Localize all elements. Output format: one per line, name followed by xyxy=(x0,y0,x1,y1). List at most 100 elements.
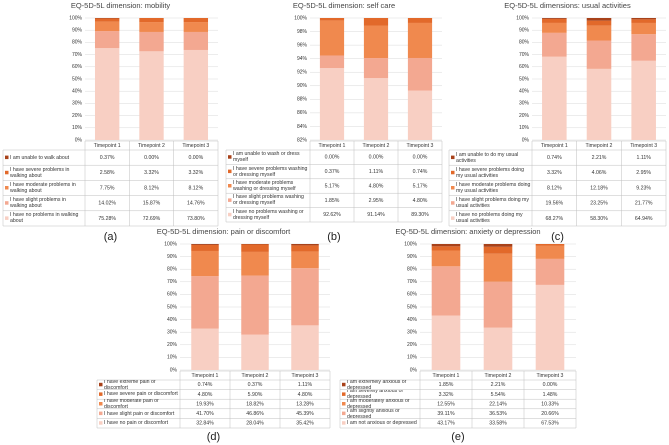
y-tick-label: 90% xyxy=(297,83,308,89)
bar-segment xyxy=(139,31,164,52)
bar-segment xyxy=(586,68,612,140)
legend-cell-wrap: I have severe pain or discomfort xyxy=(104,390,179,400)
data-label: 2.21% xyxy=(592,155,607,161)
data-label: 0.37% xyxy=(100,155,115,161)
legend-cell: I have extreme pain or discomfort xyxy=(104,380,156,390)
y-tick-label: 10% xyxy=(72,125,83,131)
y-tick-label: 10% xyxy=(519,125,530,131)
y-tick-label: 80% xyxy=(407,267,418,273)
bar-segment xyxy=(191,328,219,370)
legend-swatch xyxy=(5,216,9,220)
legend-cell: I have severe problems washing or dressi… xyxy=(233,165,308,178)
legend-label: I have severe problems washing or dressi… xyxy=(233,165,308,178)
panel-label: (a) xyxy=(104,231,117,243)
data-label: 15.87% xyxy=(143,201,161,207)
panel-label: (d) xyxy=(207,431,220,443)
legend-cell-wrap: I am unable to do my usual activities xyxy=(456,150,531,165)
bar-segment xyxy=(535,258,565,285)
data-label: 8.12% xyxy=(547,185,562,191)
data-label: 1.11% xyxy=(369,169,384,175)
data-label: 36.53% xyxy=(489,411,507,417)
legend-label: I am moderately anxious or depressed xyxy=(347,399,410,409)
bar-segment xyxy=(363,25,389,59)
data-label: 22.14% xyxy=(489,401,507,407)
legend-cell: I have moderate pain or discomfort xyxy=(104,399,159,409)
legend-cell-wrap: I have severe problems doing my usual ac… xyxy=(456,165,531,180)
data-label: 58.30% xyxy=(590,216,608,222)
legend-cell-wrap: I am unable to wash or dress myself xyxy=(233,150,309,164)
bar-segment xyxy=(291,245,319,252)
legend-cell: I have severe problems in walking about xyxy=(10,166,70,179)
legend-cell-wrap: I am unable to walk about xyxy=(10,150,84,165)
data-label: 4.80% xyxy=(198,392,213,398)
y-tick-label: 40% xyxy=(72,89,83,95)
x-tick-label: Timepoint 2 xyxy=(242,373,269,379)
data-label: 4.80% xyxy=(298,392,313,398)
data-label: 92.62% xyxy=(323,212,341,218)
data-label: 0.00% xyxy=(413,155,428,161)
bar-segment xyxy=(483,327,513,370)
legend-cell: I am unable to wash or dress myself xyxy=(233,150,309,164)
legend-cell: I am slightly anxious or depressed xyxy=(347,409,419,419)
legend-swatch xyxy=(451,186,455,190)
data-label: 4.80% xyxy=(413,198,428,204)
data-label: 32.84% xyxy=(196,421,214,427)
legend-cell: I am severely anxious or depressed xyxy=(347,390,403,400)
legend-label: I have moderate pain or discomfort xyxy=(104,399,159,409)
data-label: 28.04% xyxy=(246,421,264,427)
data-label: 3.32% xyxy=(547,170,562,176)
data-label: 35.42% xyxy=(296,421,314,427)
chart-title: EQ-5D-5L dimension: mobility xyxy=(71,1,171,10)
bar-segment xyxy=(241,275,269,335)
x-tick-label: Timepoint 3 xyxy=(182,143,209,149)
legend-label: I am not anxious or depressed xyxy=(347,420,417,427)
data-label: 12.55% xyxy=(437,401,455,407)
x-tick-label: Timepoint 3 xyxy=(537,373,564,379)
y-tick-label: 10% xyxy=(167,355,178,361)
legend-label: I have severe problems doing my usual ac… xyxy=(456,166,525,179)
bar-segment xyxy=(542,18,567,19)
legend-cell: I have moderate problems in walking abou… xyxy=(10,181,76,194)
data-label: 73.80% xyxy=(187,216,205,222)
legend-swatch xyxy=(99,382,103,387)
y-tick-label: 0% xyxy=(522,137,530,143)
y-tick-label: 30% xyxy=(519,101,530,107)
legend-cell-wrap: I have moderate problems washing or dres… xyxy=(233,179,309,193)
legend-cell-wrap: I am not anxious or depressed xyxy=(347,418,419,428)
y-tick-label: 90% xyxy=(72,28,83,34)
legend-swatch xyxy=(99,411,103,416)
data-label: 14.02% xyxy=(98,201,116,207)
data-label: 64.94% xyxy=(635,216,653,222)
legend-label: I have moderate problems in walking abou… xyxy=(10,181,76,194)
y-tick-label: 20% xyxy=(519,113,530,119)
y-tick-label: 98% xyxy=(297,29,308,35)
legend-label: I have severe problems in walking about xyxy=(10,166,70,179)
legend-label: I am unable to walk about xyxy=(10,154,70,161)
bar-segment xyxy=(319,55,345,69)
data-label: 1.11% xyxy=(637,155,652,161)
bar-segment xyxy=(631,18,656,20)
y-tick-label: 90% xyxy=(167,254,178,260)
y-tick-label: 50% xyxy=(519,76,530,82)
panel: EQ-5D-5L dimension: mobility 0% 10% 20% 30% 4… xyxy=(2,1,219,243)
legend-cell-wrap: I am slightly anxious or depressed xyxy=(347,409,419,419)
bar-segment xyxy=(586,40,612,69)
bar-segment xyxy=(183,31,209,50)
legend-swatch xyxy=(451,155,455,160)
legend-cell: I have slight problems washing or dressi… xyxy=(233,194,304,206)
y-tick-label: 60% xyxy=(407,292,418,298)
legend-cell: I have severe problems doing my usual ac… xyxy=(456,165,531,180)
legend-cell-wrap: I have slight pain or discomfort xyxy=(104,409,179,419)
bar-segment xyxy=(291,244,319,246)
bar-segment xyxy=(542,22,567,33)
y-tick-label: 50% xyxy=(407,304,418,310)
data-label: 46.86% xyxy=(246,411,264,417)
y-tick-label: 70% xyxy=(167,279,178,285)
y-tick-label: 100% xyxy=(294,15,307,21)
data-label: 0.00% xyxy=(325,155,340,161)
legend-label: I am extremely anxious or depressed xyxy=(347,380,407,390)
y-tick-label: 20% xyxy=(72,113,83,119)
legend-swatch xyxy=(5,186,9,190)
bar-segment xyxy=(291,251,319,269)
bar-segment xyxy=(535,245,565,259)
